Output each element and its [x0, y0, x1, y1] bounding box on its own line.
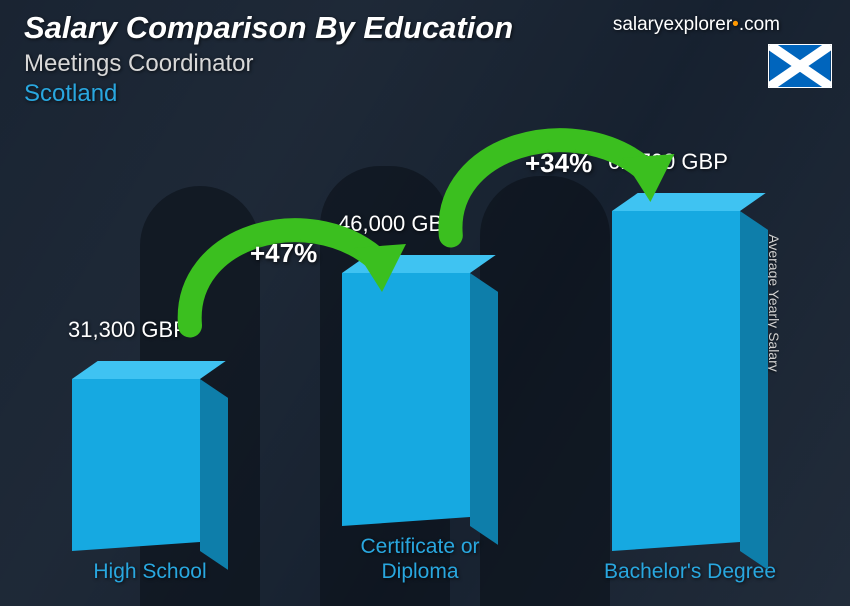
bar-slot: 31,300 GBPHigh School — [50, 379, 250, 584]
bar — [72, 379, 228, 551]
increase-arrow-icon — [170, 198, 420, 348]
bar — [612, 211, 768, 551]
chart-subtitle: Meetings Coordinator — [24, 50, 513, 78]
increase-pct-label: +34% — [525, 148, 592, 179]
brand-tld: .com — [739, 14, 780, 35]
increase-arrow-icon — [430, 108, 690, 258]
brand-logo: salaryexplorer•.com — [613, 14, 780, 36]
bar-category-label: Certificate or Diploma — [320, 534, 520, 584]
brand-name: salaryexplorer — [613, 14, 732, 35]
chart-location: Scotland — [24, 80, 513, 108]
increase-pct-label: +47% — [250, 238, 317, 269]
brand-dot: • — [732, 14, 739, 35]
bar-chart: 31,300 GBPHigh School46,000 GBPCertifica… — [30, 108, 800, 584]
scotland-flag-icon — [768, 44, 832, 88]
chart-title: Salary Comparison By Education — [24, 10, 513, 46]
header: Salary Comparison By Education Meetings … — [24, 10, 513, 108]
bar-slot: 61,700 GBPBachelor's Degree — [590, 211, 790, 584]
